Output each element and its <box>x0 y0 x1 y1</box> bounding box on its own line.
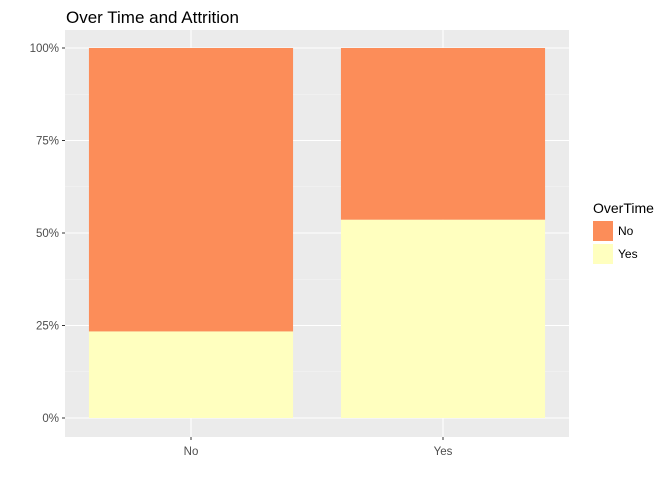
legend-key-yes <box>593 244 613 264</box>
bars <box>88 48 546 418</box>
legend-label-yes: Yes <box>618 247 638 261</box>
legend-label-no: No <box>618 224 634 238</box>
chart-title: Over Time and Attrition <box>66 8 239 27</box>
y-tick-label: 0% <box>42 413 59 425</box>
bar-no-yes <box>88 331 294 418</box>
x-axis: No Yes <box>184 437 453 458</box>
x-tick-label: No <box>184 446 199 458</box>
y-tick-label: 25% <box>36 321 59 333</box>
y-tick-label: 100% <box>30 43 59 55</box>
bar-no-no <box>88 48 294 332</box>
y-tick-label: 50% <box>36 228 59 240</box>
bar-yes-yes <box>340 219 546 418</box>
y-tick-label: 75% <box>36 136 59 148</box>
legend-title: OverTime <box>593 200 654 216</box>
legend: OverTime No Yes <box>593 200 654 264</box>
x-tick-label: Yes <box>434 446 453 458</box>
y-axis: 0% 25% 50% 75% 100% <box>30 43 65 425</box>
legend-key-no <box>593 221 613 241</box>
bar-yes-no <box>340 48 546 220</box>
